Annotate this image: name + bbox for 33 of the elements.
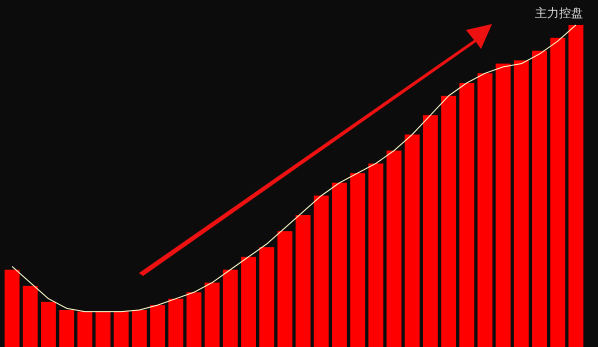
bar xyxy=(204,282,220,347)
bar xyxy=(532,50,547,347)
bar xyxy=(441,96,456,347)
bar xyxy=(404,134,420,347)
bar xyxy=(259,247,274,347)
bar xyxy=(4,270,20,347)
bar xyxy=(496,64,511,347)
bar xyxy=(96,312,110,347)
bar xyxy=(568,25,584,347)
bar xyxy=(350,173,366,347)
bar xyxy=(550,38,566,347)
bar xyxy=(114,312,129,347)
bar xyxy=(422,115,438,347)
bar xyxy=(186,292,202,347)
bar xyxy=(22,286,38,347)
bar xyxy=(41,302,56,347)
bar xyxy=(277,231,292,347)
bar xyxy=(241,256,256,347)
bar xyxy=(459,82,474,347)
bar xyxy=(222,270,238,347)
bar xyxy=(368,163,384,347)
bar xyxy=(59,310,74,347)
bar xyxy=(332,182,347,347)
bar xyxy=(77,312,92,347)
bar xyxy=(132,310,147,347)
bar xyxy=(314,196,329,347)
bar xyxy=(514,60,529,347)
chart-title: 主力控盘 xyxy=(535,6,583,20)
bar xyxy=(168,298,184,347)
bar xyxy=(478,73,492,347)
bar xyxy=(150,305,166,347)
bar xyxy=(386,150,402,347)
bar xyxy=(296,214,311,347)
